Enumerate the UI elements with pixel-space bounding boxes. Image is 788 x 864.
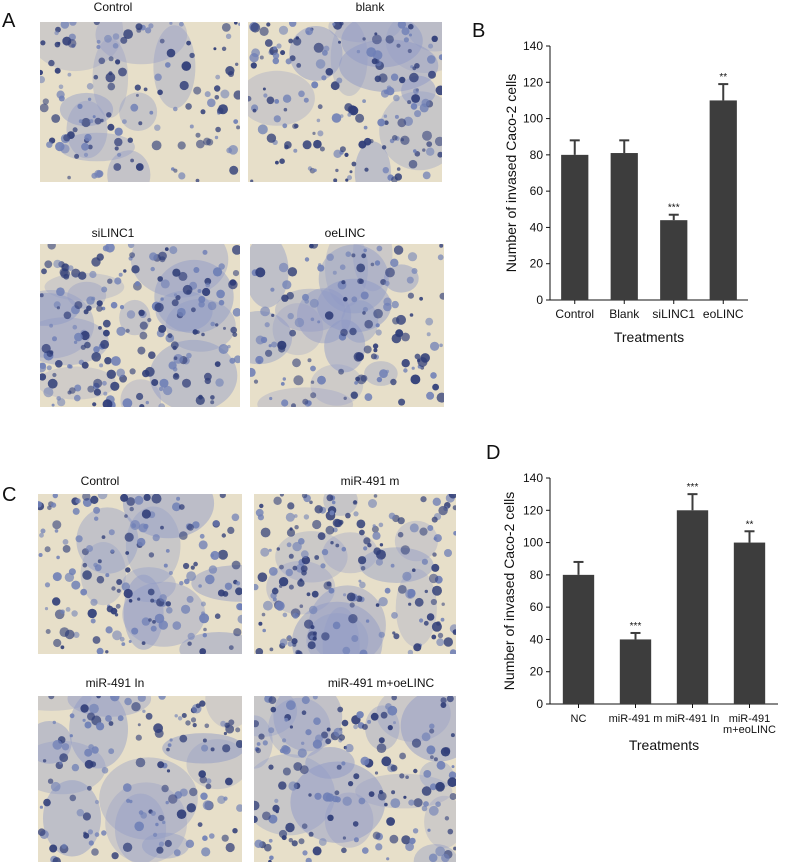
significance-label: ** <box>719 72 727 83</box>
x-tick-label: siLINC1 <box>652 307 695 321</box>
micrograph-a-silinc1 <box>40 244 240 407</box>
x-tick-label: Blank <box>609 307 640 321</box>
y-tick-label: 60 <box>530 600 544 614</box>
bar <box>610 153 638 300</box>
bar <box>709 100 737 300</box>
y-tick-label: 80 <box>530 568 544 582</box>
y-tick-label: 0 <box>536 697 543 711</box>
x-tick-label: miR-491 In <box>666 713 720 725</box>
significance-label: *** <box>668 203 680 214</box>
y-tick-label: 100 <box>523 536 543 550</box>
chart-d: 0 20 40 60 80 100 120 140 NC *** miR-491 m *** miR-4… <box>500 462 788 762</box>
y-tick-label: 140 <box>523 39 543 53</box>
panel-letter-a: A <box>2 10 16 32</box>
x-tick-label: miR-491 m+eoLINC <box>723 713 776 736</box>
y-tick-label: 20 <box>530 665 544 679</box>
bar <box>619 639 652 704</box>
micro-label-a-control: Control <box>93 0 133 14</box>
micrograph-c-mir491in <box>38 696 242 862</box>
bar <box>562 574 595 704</box>
panel-letter-b: B <box>472 20 486 42</box>
y-axis-label: Number of invased Caco-2 cells <box>503 74 519 272</box>
bar <box>676 510 709 704</box>
bar <box>733 542 766 704</box>
x-tick-label: miR-491 m <box>609 713 663 725</box>
y-axis-label: Number of invased Caco-2 cells <box>501 492 517 690</box>
bar <box>660 220 688 300</box>
micro-label-a-silinc1: siLINC1 <box>91 226 135 240</box>
significance-label: *** <box>630 621 642 632</box>
y-tick-label: 0 <box>536 293 543 307</box>
micrograph-c-control <box>38 494 242 654</box>
y-tick-label: 40 <box>530 632 544 646</box>
micrograph-a-oelinc <box>250 244 444 407</box>
y-tick-label: 60 <box>530 184 544 198</box>
micro-label-a-blank: blank <box>355 0 385 14</box>
y-tick-label: 120 <box>523 75 543 89</box>
micro-label-c-mir491m: miR-491 m <box>340 474 400 488</box>
x-tick-label: eoLINC <box>703 307 744 321</box>
micro-label-a-oelinc: oeLINC <box>324 226 366 240</box>
panel-letter-d: D <box>486 442 501 464</box>
x-axis-label: Treatments <box>629 737 699 753</box>
y-tick-label: 140 <box>523 471 543 485</box>
bar <box>561 154 589 300</box>
significance-label: *** <box>687 482 699 493</box>
y-tick-label: 40 <box>530 220 544 234</box>
x-tick-label: Control <box>555 307 594 321</box>
y-tick-label: 100 <box>523 112 543 126</box>
significance-label: ** <box>746 519 754 530</box>
chart-b-plot: 0 20 40 60 80 100 120 140 Control Blank *** siLINC1… <box>503 39 748 345</box>
y-tick-label: 20 <box>530 257 544 271</box>
y-tick-label: 80 <box>530 148 544 162</box>
micrograph-a-blank <box>248 22 442 182</box>
x-tick-label: NC <box>571 713 587 725</box>
micro-label-c-mir491m-oelinc: miR-491 m+oeLINC <box>327 676 435 690</box>
panel-letter-c: C <box>2 484 17 506</box>
chart-d-plot: 0 20 40 60 80 100 120 140 NC *** miR-491 m *** miR-4… <box>501 471 778 753</box>
chart-b: 0 20 40 60 80 100 120 140 Control Blank *** siLINC1… <box>490 30 770 350</box>
micrograph-c-mir491m <box>254 494 456 654</box>
x-axis-label: Treatments <box>614 329 684 345</box>
micro-label-c-mir491in: miR-491 In <box>85 676 145 690</box>
y-tick-label: 120 <box>523 503 543 517</box>
micrograph-c-mir491m-oelinc <box>254 696 456 862</box>
micrograph-a-control <box>40 22 240 182</box>
micro-label-c-control: Control <box>80 474 120 488</box>
